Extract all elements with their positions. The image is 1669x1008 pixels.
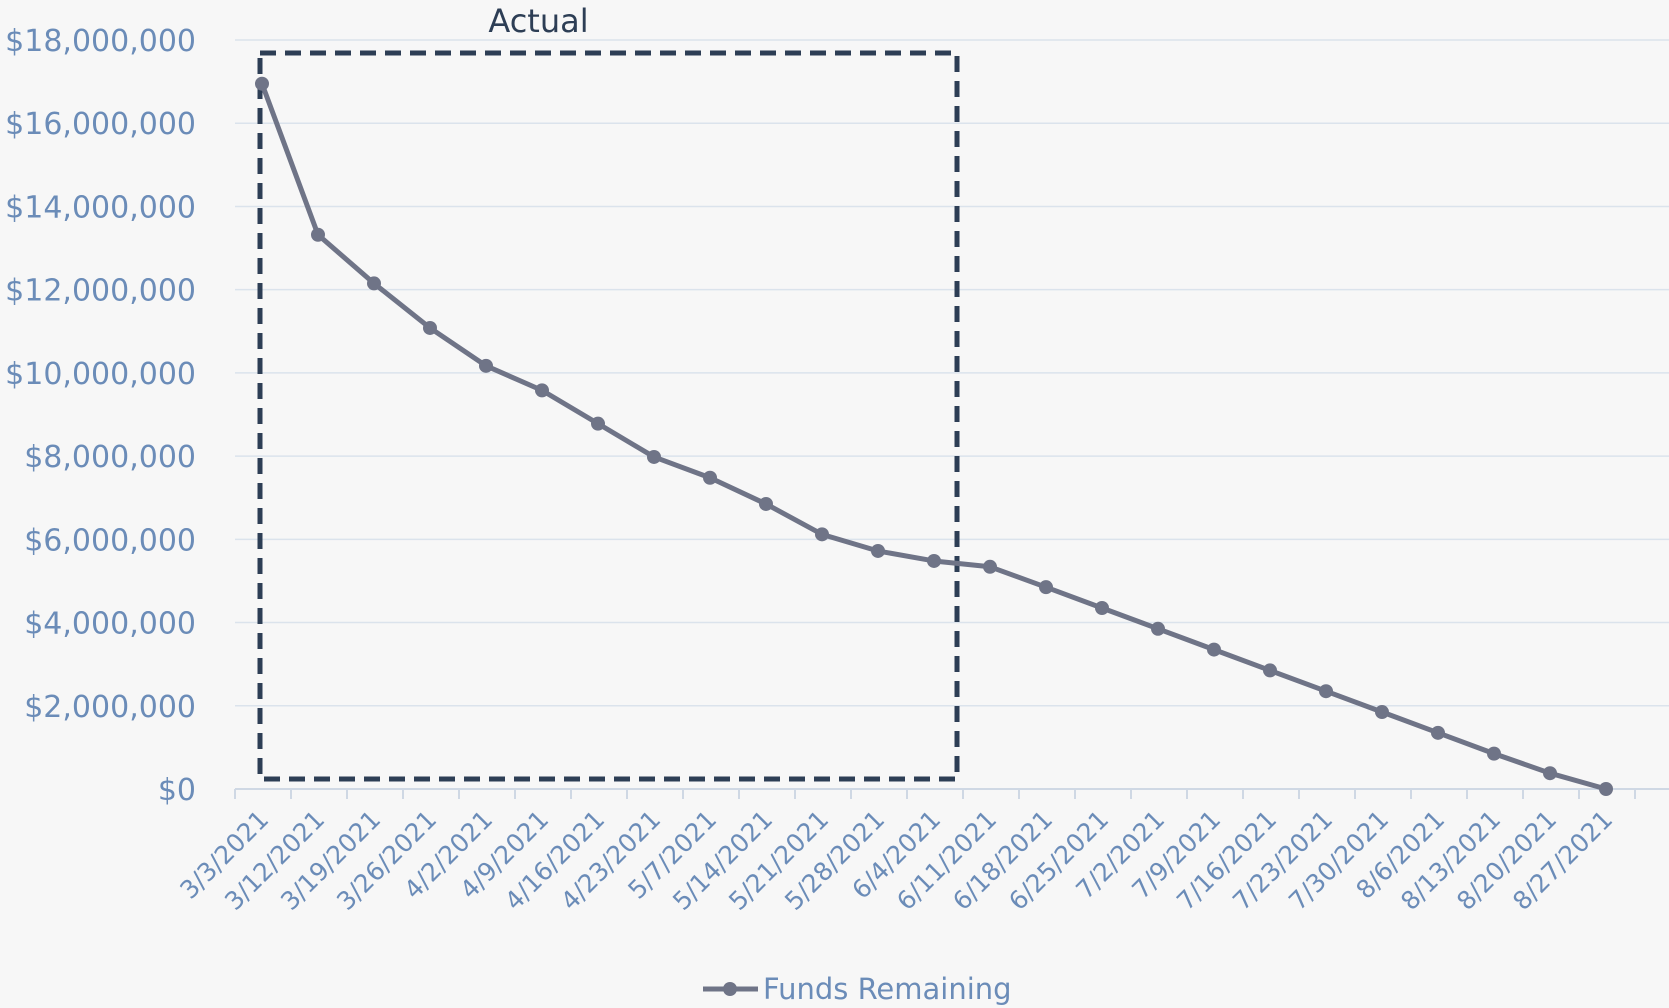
data-point — [311, 227, 325, 242]
data-point — [759, 496, 773, 511]
data-point — [1543, 766, 1557, 781]
actual-label: Actual — [488, 2, 588, 40]
data-point — [871, 543, 885, 558]
y-tick-label: $12,000,000 — [5, 274, 196, 309]
data-point — [703, 470, 717, 485]
data-point — [1431, 725, 1445, 740]
y-tick-label: $6,000,000 — [24, 523, 196, 558]
data-point — [423, 320, 437, 335]
gridlines — [235, 39, 1669, 790]
data-point — [1039, 580, 1053, 595]
y-tick-label: $4,000,000 — [24, 607, 196, 642]
legend: Funds Remaining — [703, 972, 1012, 1006]
data-point — [1095, 600, 1109, 615]
data-point — [591, 416, 605, 431]
data-point — [1487, 746, 1501, 761]
data-point — [1599, 782, 1613, 796]
series-funds-remaining — [255, 76, 1613, 796]
data-point — [367, 276, 381, 291]
y-tick-label: $2,000,000 — [24, 690, 196, 725]
data-point — [1263, 663, 1277, 678]
legend-label: Funds Remaining — [763, 972, 1012, 1006]
data-point — [479, 358, 493, 373]
data-point — [983, 559, 997, 574]
actual-dashed-box — [257, 50, 960, 782]
y-axis: $0 $2,000,000 $4,000,000 $6,000,000 $8,000,0… — [5, 24, 196, 808]
data-point — [647, 449, 661, 464]
series-line — [259, 82, 1607, 792]
data-point — [815, 527, 829, 542]
data-point — [1207, 642, 1221, 657]
legend-dot-marker — [723, 982, 737, 996]
y-tick-label: $8,000,000 — [24, 440, 196, 475]
y-tick-label: $16,000,000 — [5, 107, 196, 142]
data-point — [1151, 621, 1165, 636]
x-axis: 3/3/20213/12/20213/19/20213/26/20214/2/2… — [174, 789, 1636, 916]
data-point — [927, 553, 941, 568]
data-point — [535, 383, 549, 398]
annotation-group: Actual — [257, 2, 960, 782]
y-tick-label: $10,000,000 — [5, 357, 196, 392]
data-point — [255, 76, 269, 91]
y-tick-label: $14,000,000 — [5, 190, 196, 225]
y-tick-label: $0 — [158, 773, 196, 808]
y-tick-label: $18,000,000 — [5, 24, 196, 59]
data-point — [1319, 684, 1333, 699]
data-point — [1375, 705, 1389, 720]
